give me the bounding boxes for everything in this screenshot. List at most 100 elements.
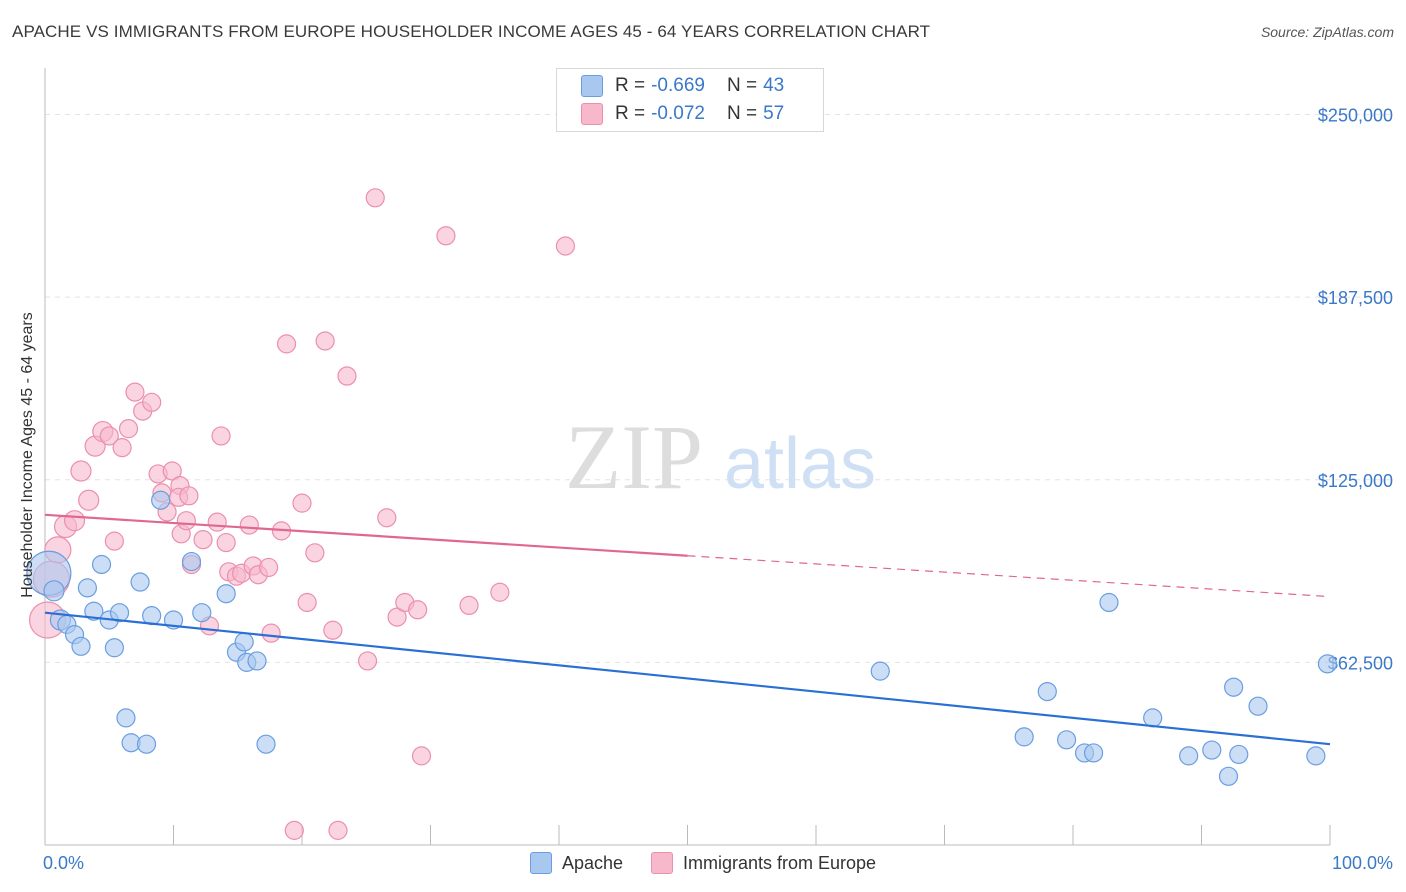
r-label: R = xyxy=(615,103,646,124)
apache-point xyxy=(216,584,236,604)
europe-point xyxy=(411,746,432,766)
europe-point xyxy=(292,493,312,513)
r-label: R = xyxy=(615,75,646,96)
apache-point xyxy=(136,734,157,754)
x-tick-label: 100.0% xyxy=(1332,853,1393,873)
europe-point xyxy=(63,510,86,532)
legend-item-europe[interactable]: Immigrants from Europe xyxy=(651,852,876,874)
apache-point xyxy=(84,601,104,621)
y-tick-label: $62,500 xyxy=(1328,653,1393,673)
europe-point xyxy=(365,188,385,208)
apache-swatch xyxy=(581,75,603,97)
apache-point xyxy=(77,578,98,598)
apache-point xyxy=(43,580,65,602)
series-europe-points xyxy=(28,188,576,840)
europe-point xyxy=(193,530,213,550)
europe-point xyxy=(112,438,132,458)
apache-point xyxy=(109,603,130,623)
apache-point xyxy=(1099,592,1119,613)
europe-point xyxy=(305,543,325,563)
y-tick-label: $250,000 xyxy=(1318,106,1393,126)
europe-point xyxy=(207,512,227,532)
chart-title: APACHE VS IMMIGRANTS FROM EUROPE HOUSEHO… xyxy=(12,22,931,41)
europe-point xyxy=(315,331,335,351)
apache-r-value: -0.669 xyxy=(651,75,705,96)
europe-point xyxy=(357,651,378,671)
apache-legend-label: Apache xyxy=(561,852,623,873)
tick-labels: $62,500 $125,000 $187,500 $250,000 0.0% 100.0… xyxy=(43,106,1393,873)
apache-point xyxy=(181,551,202,572)
apache-point xyxy=(870,661,890,681)
apache-point xyxy=(1014,727,1034,747)
apache-point xyxy=(1218,766,1239,786)
apache-point xyxy=(247,651,267,671)
correlation-legend: R = -0.669 N = 43 R = -0.072 N = 57 xyxy=(556,68,824,132)
apache-point xyxy=(1037,681,1057,702)
europe-point xyxy=(176,511,196,531)
apache-point xyxy=(104,638,124,658)
europe-point xyxy=(239,515,259,535)
europe-point xyxy=(179,486,199,506)
europe-point xyxy=(328,820,348,840)
europe-point xyxy=(490,582,510,602)
apache-point xyxy=(1224,677,1244,697)
europe-legend-label: Immigrants from Europe xyxy=(683,852,877,873)
apache-point xyxy=(1317,654,1338,674)
europe-point xyxy=(276,334,297,354)
europe-swatch xyxy=(581,103,603,125)
apache-point xyxy=(256,734,276,754)
legend-row-apache: R = -0.669 N = 43 xyxy=(581,73,784,99)
europe-point xyxy=(408,600,428,620)
europe-point xyxy=(104,531,124,551)
apache-point xyxy=(1143,708,1163,728)
europe-point xyxy=(99,426,119,446)
apache-point xyxy=(1248,696,1268,716)
europe-point xyxy=(142,392,162,412)
apache-point xyxy=(151,490,171,510)
apache-point xyxy=(91,554,112,575)
legend-row-europe: R = -0.072 N = 57 xyxy=(581,101,784,127)
europe-point xyxy=(284,820,304,840)
series-apache-points xyxy=(26,490,1338,786)
apache-point xyxy=(1202,740,1222,760)
apache-point xyxy=(234,632,254,652)
europe-point xyxy=(216,532,236,553)
y-axis-label: Householder Income Ages 45 - 64 years xyxy=(19,312,36,598)
trend-lines xyxy=(44,513,1331,746)
europe-point xyxy=(337,366,357,386)
series-legend: Apache Immigrants from Europe xyxy=(0,852,1406,874)
europe-point xyxy=(70,460,92,482)
europe-point xyxy=(377,508,397,528)
n-label: N = xyxy=(726,75,758,96)
watermark-atlas: atlas xyxy=(724,424,876,504)
europe-point xyxy=(258,557,279,578)
europe-point xyxy=(555,236,576,256)
europe-point xyxy=(125,382,145,402)
europe-point xyxy=(459,595,479,616)
apache-point xyxy=(1056,730,1077,750)
legend-item-apache[interactable]: Apache xyxy=(529,852,623,874)
apache-point xyxy=(1306,746,1326,766)
watermark: ZIP atlas xyxy=(565,406,876,508)
source-credit: Source: ZipAtlas.com xyxy=(1260,24,1394,40)
europe-point xyxy=(78,489,100,511)
apache-point xyxy=(192,603,212,623)
apache-legend-swatch xyxy=(529,852,552,874)
gridlines xyxy=(45,114,1395,663)
europe-point xyxy=(323,620,343,640)
n-label: N = xyxy=(726,103,758,124)
x-tick-label: 0.0% xyxy=(43,853,84,873)
europe-point xyxy=(118,419,139,439)
apache-n-value: 43 xyxy=(763,75,785,96)
apache-point xyxy=(1179,746,1199,766)
axes xyxy=(44,68,1331,846)
y-tick-label: $187,500 xyxy=(1318,288,1393,308)
europe-legend-swatch xyxy=(651,852,673,874)
apache-point xyxy=(1229,744,1249,765)
europe-point xyxy=(211,426,231,446)
apache-point xyxy=(130,572,150,592)
apache-point xyxy=(116,708,136,728)
europe-point xyxy=(297,592,317,613)
europe-trend-dashed xyxy=(687,555,1331,598)
